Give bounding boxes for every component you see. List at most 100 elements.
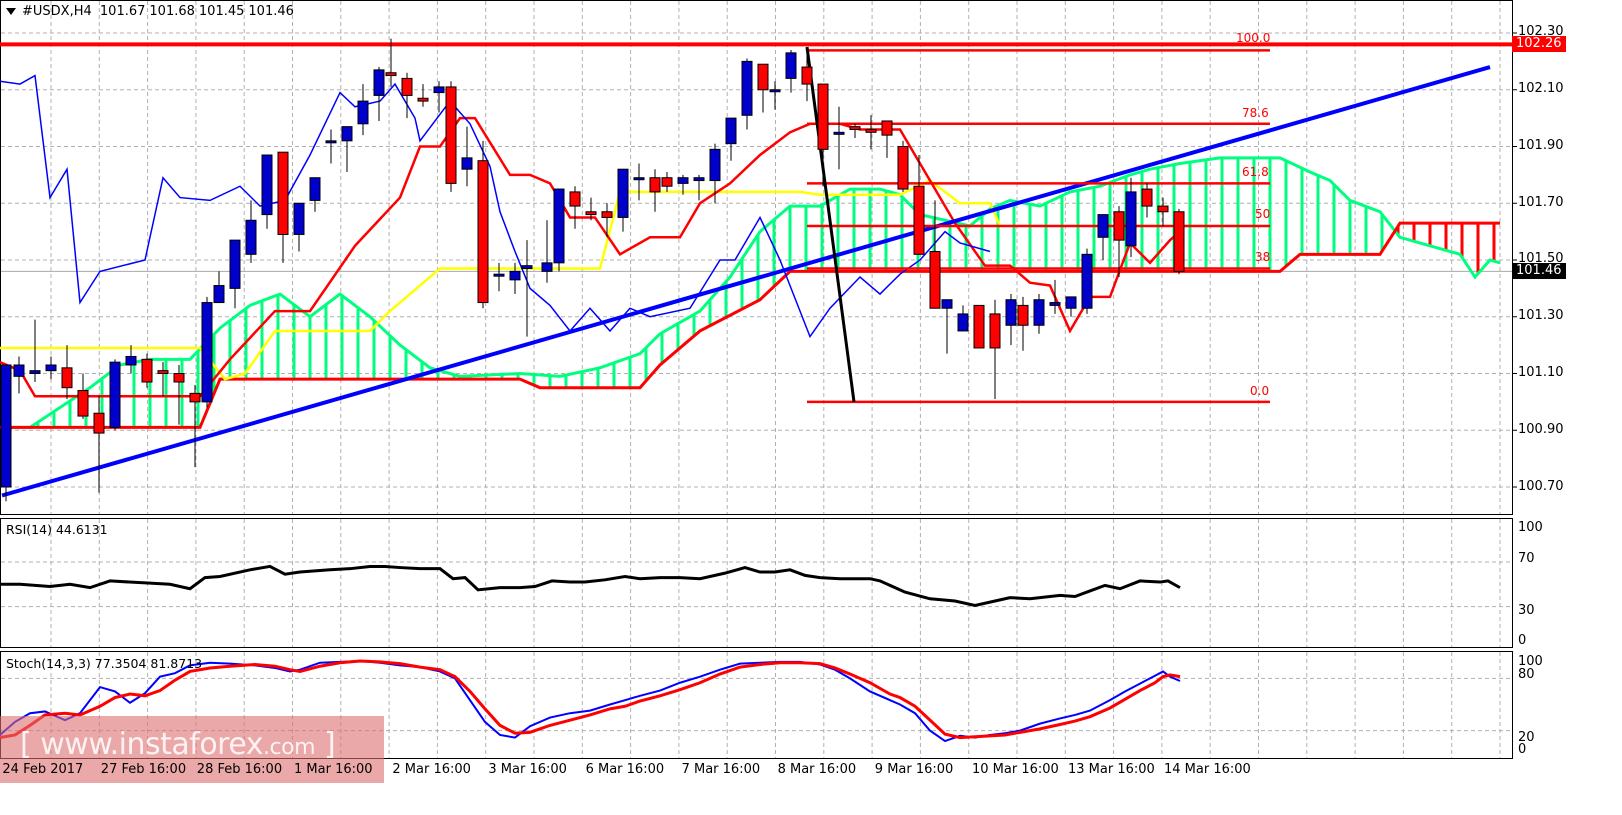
bull-candle [493,273,505,277]
bull-candle [769,89,781,93]
bear-candle [93,412,105,434]
bull-candle [261,154,273,216]
bull-candle [13,364,25,377]
stoch-tick: 0 [1518,742,1527,757]
rsi-label: RSI(14) 44.6131 [6,522,108,537]
bull-candle [677,177,689,184]
bear-candle [401,77,413,96]
bear-candle [757,63,769,91]
bull-candle [941,299,953,309]
rsi-panel-frame [0,518,1513,648]
bull-candle [1033,299,1045,326]
bear-candle [1017,304,1029,326]
resistance-price-tag: 102.26 [1512,36,1566,52]
trendline [1,65,1491,498]
bear-candle [189,392,201,403]
rsi-tick: 100 [1518,520,1543,535]
price-tick: 100.70 [1518,479,1564,494]
time-axis-label: 28 Feb 16:00 [196,762,283,777]
time-axis-label: 1 Mar 16:00 [294,762,373,777]
bull-candle [957,313,969,332]
stoch-tick: 20 [1518,730,1535,745]
fib-level-label: 100.0 [1236,31,1271,45]
senkou-span-a [0,156,1501,429]
price-tick: 102.10 [1518,81,1564,96]
fib-level-label: 0.0 [1250,384,1270,398]
bull-candle [1081,253,1093,309]
bull-candle [833,131,845,135]
time-axis-label: 27 Feb 16:00 [100,762,187,777]
stoch-tick: 80 [1518,667,1535,682]
bull-candle [461,157,473,170]
rsi-tick: 70 [1518,551,1535,566]
price-tick: 102.30 [1518,24,1564,39]
bull-candle [1097,214,1109,238]
rsi-tick: 30 [1518,603,1535,618]
symbol-label: #USDX,H4 [22,4,92,19]
bear-candle [989,313,1001,349]
stoch-tick: 100 [1518,654,1543,669]
bear-candle [417,97,429,102]
rsi-tick: 0 [1518,633,1527,648]
bull-candle [0,364,12,488]
bear-candle [649,177,661,193]
bear-candle [173,373,185,383]
kijun-sen-line [0,179,1002,381]
fib-level-label: 50 [1255,207,1271,221]
chart-header: #USDX,H4 101.67 101.68 101.45 101.46 [6,4,298,19]
current-price-tag: 101.46 [1512,263,1566,279]
price-tick: 101.30 [1518,308,1564,323]
stoch-d-line [0,659,1181,740]
stoch-panel-frame [0,651,1513,759]
bear-candle [1157,205,1169,213]
bear-candle [569,191,581,207]
watermark-text: [ www.instaforex.com ] [20,727,336,762]
bull-candle [373,69,385,96]
collapse-triangle-icon[interactable] [6,8,16,15]
watermark-bracket: ] [315,727,336,762]
bear-candle [585,211,597,216]
price-tick: 101.50 [1518,251,1564,266]
main-panel-frame [0,0,1513,515]
bull-candle [433,86,445,94]
bull-candle [309,177,321,201]
bull-candle [245,219,257,255]
bear-candle [77,390,89,417]
bull-candle [633,177,645,181]
bear-candle [849,126,861,130]
tenkan-sen-line [0,116,1181,398]
bull-candle [553,188,565,264]
stoch-label: Stoch(14,3,3) 77.3504 81.8713 [6,656,203,671]
bear-candle [385,72,397,77]
fib-level-label: 38 [1255,250,1271,264]
price-tick: 101.90 [1518,138,1564,153]
bear-candle [973,304,985,349]
fib-level-label: 78.6 [1242,106,1269,120]
bear-candle [1141,188,1153,207]
bull-candle [1049,302,1061,306]
price-tick: 101.10 [1518,365,1564,380]
bear-candle [661,177,673,187]
watermark-suffix: .com [263,735,316,760]
fib-level-label: 61.8 [1242,165,1269,179]
bull-candle [509,270,521,281]
time-axis-label: 3 Mar 16:00 [488,762,567,777]
time-axis-label: 8 Mar 16:00 [777,762,857,777]
bull-candle [109,361,121,428]
senkou-span-b [0,221,1500,429]
ohlc-high: 101.68 [149,4,195,19]
bear-candle [801,66,813,85]
time-axis-label: 6 Mar 16:00 [585,762,665,777]
bull-candle [45,364,57,372]
bull-candle [325,140,337,144]
bull-candle [357,100,369,125]
bear-candle [61,367,73,389]
bear-candle [929,250,941,309]
time-axis-label: 24 Feb 2017 [2,762,84,777]
bear-candle [477,160,489,304]
bear-candle [865,128,877,133]
bull-candle [617,168,629,218]
bull-candle [541,262,553,272]
